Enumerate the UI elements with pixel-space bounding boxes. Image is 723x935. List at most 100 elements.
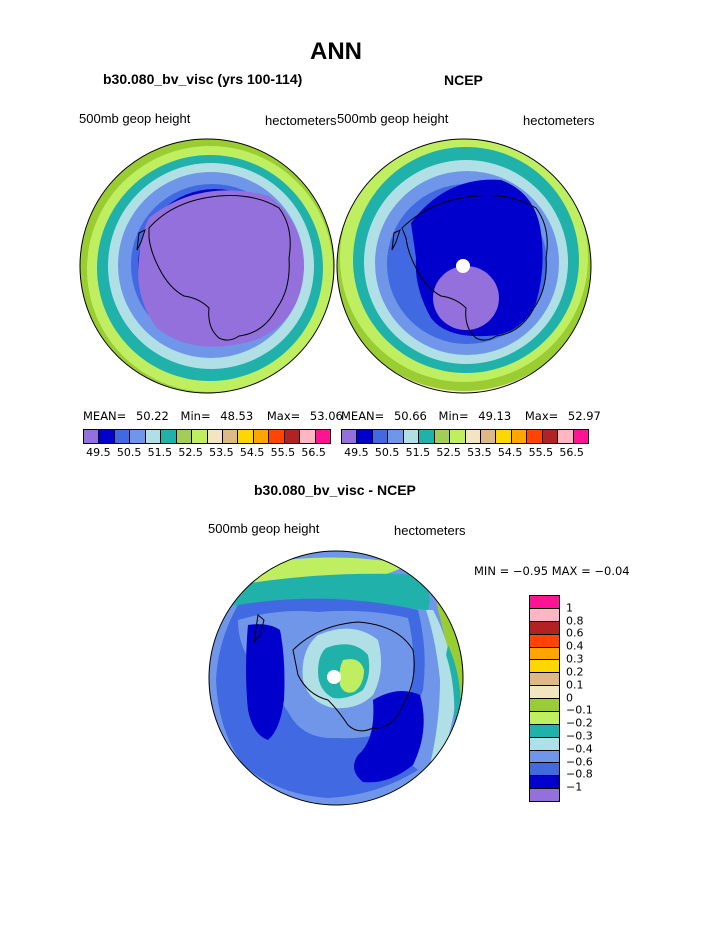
colorbar-tick-label: −0.8 — [566, 767, 593, 781]
colorbar-tick-label: −0.6 — [566, 755, 593, 769]
colorbar-swatch — [207, 430, 223, 443]
right-min-value: 49.13 — [478, 409, 512, 423]
left-panel-title: b30.080_bv_visc (yrs 100-114) — [103, 71, 303, 87]
colorbar-swatch — [530, 789, 559, 801]
left-mean-value: 50.22 — [135, 409, 169, 423]
colorbar-tick-label: 51.5 — [405, 446, 431, 459]
colorbar-swatch — [573, 430, 588, 443]
colorbar-swatch — [342, 430, 358, 443]
colorbar-swatch — [542, 430, 559, 443]
colorbar-swatch — [530, 686, 559, 699]
colorbar-swatch — [84, 430, 100, 443]
missing-data-dot — [456, 259, 470, 273]
left-max-value: 53.06 — [309, 409, 343, 423]
colorbar-swatch — [192, 430, 208, 443]
diff-colorbar — [529, 595, 560, 802]
colorbar-swatch — [372, 430, 389, 443]
contour-band — [339, 659, 364, 693]
coastline — [391, 195, 548, 341]
colorbar-tick-label: 56.5 — [301, 446, 326, 459]
right-max-label: Max= — [524, 409, 559, 423]
colorbar-swatch — [527, 430, 543, 443]
colorbar-swatch — [530, 763, 559, 777]
left-units-label: hectometers — [265, 113, 337, 128]
colorbar-swatch — [161, 430, 177, 443]
colorbar-swatch — [357, 430, 373, 443]
colorbar-swatch — [530, 750, 559, 764]
colorbar-swatch — [511, 430, 528, 443]
missing-data-dot — [327, 670, 341, 684]
contour-band — [433, 266, 499, 330]
diff-field-label: 500mb geop height — [208, 521, 320, 536]
colorbar-tick-label: 50.5 — [374, 446, 400, 459]
diff-units-label: hectometers — [394, 523, 466, 538]
colorbar-tick-label: −0.4 — [566, 742, 593, 756]
colorbar-tick-label: 56.5 — [559, 446, 584, 459]
colorbar-swatch — [530, 724, 559, 738]
colorbar-swatch — [530, 660, 559, 674]
colorbar-swatch — [99, 430, 115, 443]
colorbar-swatch — [145, 430, 162, 443]
colorbar-tick-label: −0.2 — [566, 716, 593, 730]
right-mean-value: 50.66 — [393, 409, 427, 423]
colorbar-swatch — [496, 430, 512, 443]
left-max-label: Max= — [266, 409, 301, 423]
right-polar-map — [336, 138, 592, 394]
diff-polar-map — [208, 550, 464, 806]
colorbar-swatch — [300, 430, 316, 443]
colorbar-tick-label: 54.5 — [239, 446, 265, 459]
colorbar-swatch — [315, 430, 330, 443]
right-mean-label: MEAN= — [341, 409, 385, 423]
diff-panel-title: b30.080_bv_visc - NCEP — [254, 482, 416, 498]
colorbar-swatch — [130, 430, 146, 443]
main-title: ANN — [310, 38, 362, 65]
left-mean-label: MEAN= — [83, 409, 127, 423]
colorbar-swatch — [434, 430, 451, 443]
colorbar-swatch — [530, 647, 559, 661]
colorbar-tick-label: 0.4 — [566, 639, 584, 653]
colorbar-tick-label: 0.8 — [566, 614, 584, 628]
diff-minmax: MIN = −0.95 MAX = −0.04 — [474, 564, 630, 578]
contour-band — [446, 645, 461, 725]
right-panel-title: NCEP — [444, 72, 483, 88]
colorbar-swatch — [114, 430, 131, 443]
colorbar-tick-label: 0.1 — [566, 678, 584, 692]
colorbar-swatch — [530, 596, 559, 609]
left-min-value: 48.53 — [220, 409, 254, 423]
colorbar-swatch — [530, 737, 559, 751]
contour-band — [354, 691, 424, 783]
colorbar-tick-label: 0.6 — [566, 626, 584, 640]
colorbar-tick-label: 0.3 — [566, 652, 584, 666]
colorbar-swatch — [530, 699, 559, 712]
contour-band — [138, 190, 304, 347]
colorbar-tick-label: 0 — [566, 691, 573, 704]
colorbar-tick-label: 51.5 — [147, 446, 173, 459]
right-stats: MEAN= 50.66 Min= 49.13 Max= 52.97 — [341, 409, 601, 423]
colorbar-swatch — [284, 430, 301, 443]
colorbar-swatch — [530, 711, 559, 725]
contour-band — [246, 624, 285, 740]
colorbar-swatch — [530, 673, 559, 687]
right-units-label: hectometers — [523, 113, 595, 128]
colorbar-swatch — [388, 430, 404, 443]
colorbar-tick-label: 54.5 — [497, 446, 523, 459]
right-field-label: 500mb geop height — [337, 111, 449, 126]
colorbar-tick-label: 49.5 — [86, 446, 111, 459]
colorbar-tick-label: 53.5 — [209, 446, 234, 459]
right-colorbar — [341, 429, 589, 444]
colorbar-tick-label: −0.1 — [566, 703, 593, 717]
colorbar-tick-label: 50.5 — [116, 446, 142, 459]
colorbar-tick-label: 52.5 — [436, 446, 461, 459]
colorbar-tick-label: −1 — [566, 780, 583, 794]
colorbar-swatch — [465, 430, 481, 443]
colorbar-swatch — [450, 430, 466, 443]
coastline — [136, 195, 291, 341]
colorbar-swatch — [480, 430, 497, 443]
colorbar-swatch — [176, 430, 193, 443]
colorbar-tick-label: −0.3 — [566, 729, 593, 743]
left-stats: MEAN= 50.22 Min= 48.53 Max= 53.06 — [83, 409, 343, 423]
colorbar-swatch — [558, 430, 574, 443]
colorbar-swatch — [530, 634, 559, 648]
colorbar-swatch — [530, 776, 559, 790]
colorbar-swatch — [403, 430, 420, 443]
